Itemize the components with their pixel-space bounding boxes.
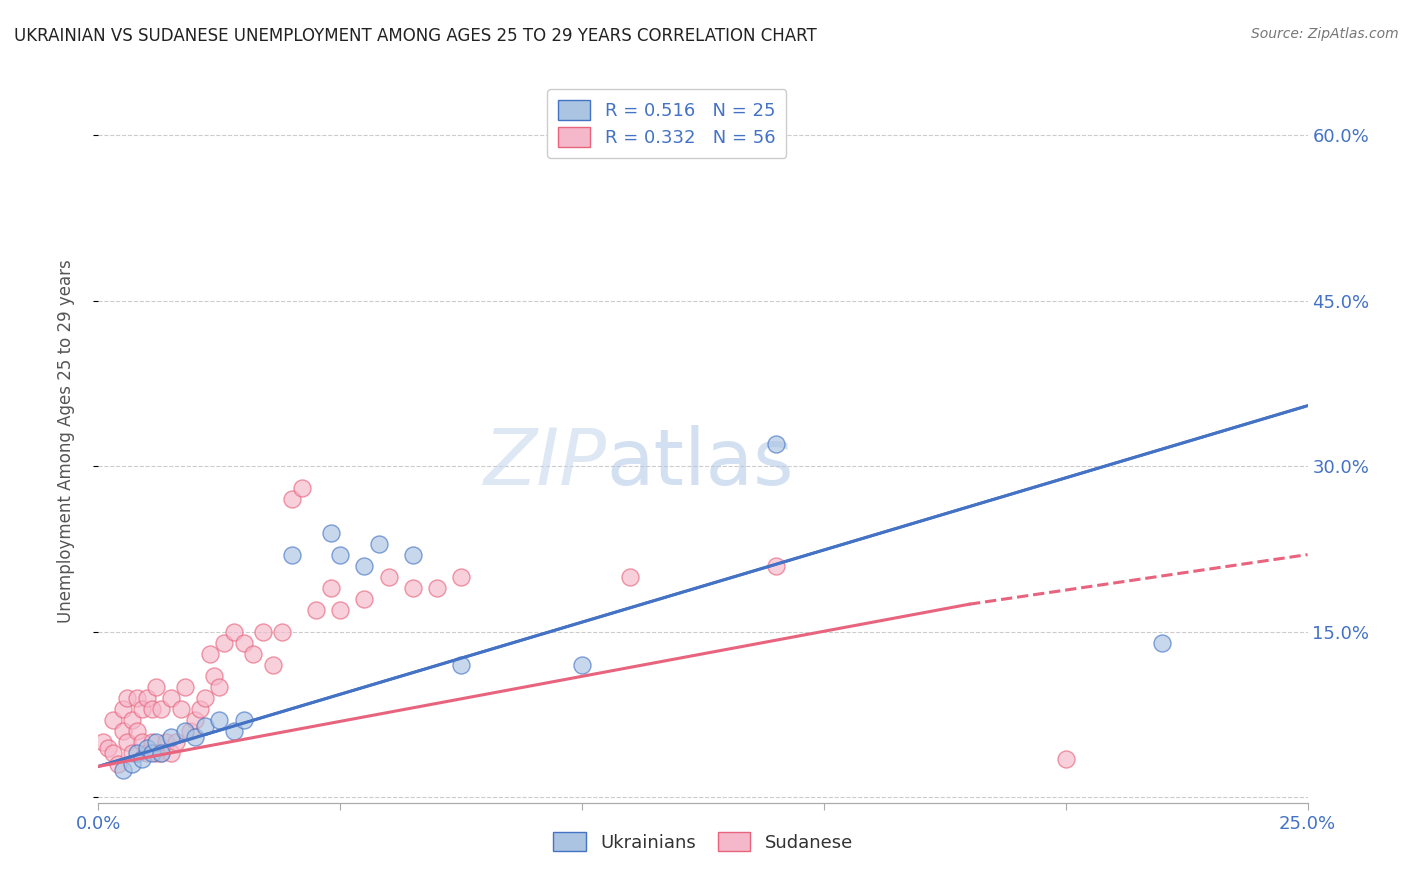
Point: [101, 746, 124, 760]
Point: [377, 569, 399, 583]
Point: [131, 752, 153, 766]
Point: [188, 702, 211, 716]
Point: [101, 713, 124, 727]
Point: [426, 581, 449, 595]
Point: [208, 713, 231, 727]
Point: [165, 735, 187, 749]
Point: [281, 548, 304, 562]
Point: [141, 735, 163, 749]
Point: [179, 724, 201, 739]
Point: [174, 724, 197, 739]
Text: atlas: atlas: [606, 425, 794, 501]
Point: [290, 482, 312, 496]
Point: [262, 657, 284, 672]
Text: ZIP: ZIP: [484, 425, 606, 501]
Point: [329, 603, 352, 617]
Point: [571, 657, 593, 672]
Point: [150, 746, 173, 760]
Point: [145, 735, 167, 749]
Point: [450, 569, 472, 583]
Text: UKRAINIAN VS SUDANESE UNEMPLOYMENT AMONG AGES 25 TO 29 YEARS CORRELATION CHART: UKRAINIAN VS SUDANESE UNEMPLOYMENT AMONG…: [14, 27, 817, 45]
Point: [204, 669, 226, 683]
Point: [222, 724, 245, 739]
Point: [212, 636, 235, 650]
Point: [111, 702, 134, 716]
Point: [1054, 752, 1077, 766]
Point: [353, 591, 375, 606]
Point: [353, 558, 375, 573]
Point: [131, 735, 153, 749]
Point: [281, 492, 304, 507]
Point: [174, 680, 197, 694]
Point: [121, 757, 143, 772]
Point: [127, 724, 149, 739]
Point: [169, 702, 191, 716]
Point: [127, 746, 149, 760]
Point: [135, 740, 157, 755]
Point: [135, 691, 157, 706]
Point: [135, 746, 157, 760]
Point: [252, 624, 274, 639]
Point: [305, 603, 328, 617]
Point: [127, 691, 149, 706]
Point: [619, 569, 641, 583]
Point: [97, 740, 120, 755]
Point: [155, 735, 177, 749]
Point: [232, 636, 254, 650]
Point: [145, 680, 167, 694]
Point: [111, 724, 134, 739]
Point: [208, 680, 231, 694]
Point: [450, 657, 472, 672]
Point: [271, 624, 294, 639]
Point: [117, 691, 139, 706]
Point: [131, 702, 153, 716]
Point: [150, 702, 173, 716]
Point: [117, 735, 139, 749]
Point: [121, 713, 143, 727]
Point: [150, 746, 173, 760]
Legend: Ukrainians, Sudanese: Ukrainians, Sudanese: [546, 824, 860, 859]
Point: [141, 702, 163, 716]
Point: [91, 735, 114, 749]
Point: [222, 624, 245, 639]
Point: [319, 581, 342, 595]
Point: [232, 713, 254, 727]
Point: [145, 746, 167, 760]
Point: [160, 746, 183, 760]
Point: [319, 525, 342, 540]
Point: [184, 730, 207, 744]
Text: Source: ZipAtlas.com: Source: ZipAtlas.com: [1251, 27, 1399, 41]
Point: [141, 746, 163, 760]
Point: [160, 691, 183, 706]
Point: [1152, 636, 1174, 650]
Point: [184, 713, 207, 727]
Point: [160, 730, 183, 744]
Point: [194, 718, 217, 732]
Point: [107, 757, 129, 772]
Point: [329, 548, 352, 562]
Point: [402, 581, 425, 595]
Point: [111, 763, 134, 777]
Y-axis label: Unemployment Among Ages 25 to 29 years: Unemployment Among Ages 25 to 29 years: [56, 260, 75, 624]
Point: [765, 437, 787, 451]
Point: [765, 558, 787, 573]
Point: [242, 647, 264, 661]
Point: [402, 548, 425, 562]
Point: [194, 691, 217, 706]
Point: [121, 746, 143, 760]
Point: [368, 536, 391, 550]
Point: [198, 647, 221, 661]
